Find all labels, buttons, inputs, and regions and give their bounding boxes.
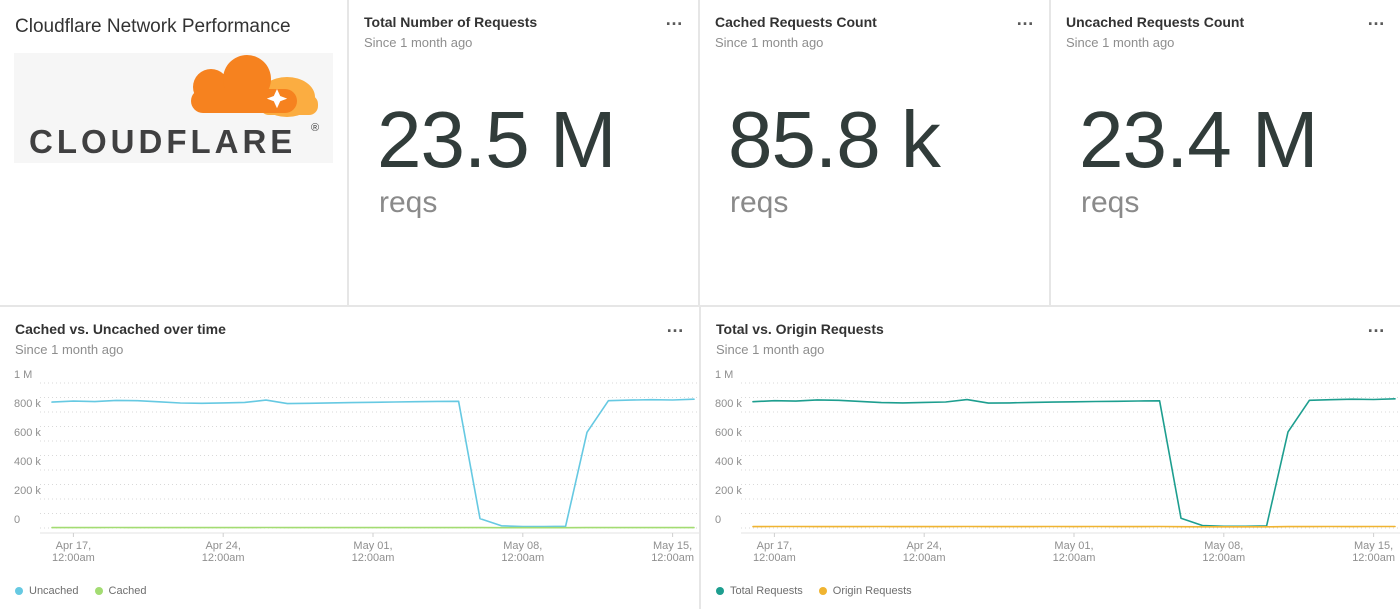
card-header: Cached vs. Uncached over time Since 1 mo… (0, 307, 699, 357)
legend-dot-icon (15, 587, 23, 595)
legend-dot-icon (818, 587, 827, 595)
chart-subtitle: Since 1 month ago (15, 341, 124, 357)
x-axis-label: Apr 24, 12:00am (903, 540, 946, 564)
chart-legend: Uncached Cached (15, 585, 146, 597)
title-card: Cloudflare Network Performance CLOUDFLAR… (0, 0, 347, 305)
cloudflare-logo-image: CLOUDFLARE ® (29, 55, 319, 160)
chart-title: Cached vs. Uncached over time (15, 321, 226, 337)
metric-unit: reqs (379, 185, 438, 219)
x-axis-label: May 01, 12:00am (1053, 540, 1096, 564)
legend-dot-icon (716, 587, 724, 595)
y-axis-label: 600 k (14, 427, 41, 439)
chart-canvas: 0 200 k 400 k 600 k 800 k 1 M Apr 17, 12:00am Ap… (14, 369, 699, 564)
chart-legend: Total Requests Origin Requests (716, 585, 912, 597)
legend-label: Origin Requests (832, 585, 912, 597)
bottom-row: Cached vs. Uncached over time Since 1 mo… (0, 307, 1400, 609)
x-axis-label: May 15, 12:00am (1352, 540, 1395, 564)
x-axis-label: Apr 24, 12:00am (202, 540, 245, 564)
registered-mark: ® (311, 122, 319, 134)
card-menu-icon[interactable]: … (1367, 316, 1386, 336)
legend-item-origin-requests[interactable]: Origin Requests (818, 585, 912, 597)
cloudflare-wordmark: CLOUDFLARE (29, 123, 296, 160)
series-line-total-requests[interactable] (752, 397, 1396, 528)
top-row: Cloudflare Network Performance CLOUDFLAR… (0, 0, 1400, 305)
chart-card-cached-vs-uncached: Cached vs. Uncached over time Since 1 mo… (0, 307, 699, 609)
card-title: Uncached Requests Count (1066, 14, 1245, 30)
y-axis-label: 1 M (14, 369, 32, 381)
card-menu-icon[interactable]: … (666, 316, 685, 336)
chart-canvas: 0 200 k 400 k 600 k 800 k 1 M Apr 17, 12:00am Ap… (715, 369, 1400, 564)
chart-plot-area: 0 200 k 400 k 600 k 800 k 1 M Apr 17, 12:00am Ap… (0, 365, 699, 565)
chart-title: Total vs. Origin Requests (716, 321, 884, 337)
cloudflare-logo: CLOUDFLARE ® (14, 53, 333, 163)
legend-label: Uncached (29, 585, 79, 597)
y-axis-label: 200 k (14, 485, 41, 497)
sparkle-icon (266, 89, 287, 109)
metric-unit: reqs (1081, 185, 1140, 219)
metric-unit: reqs (730, 185, 789, 219)
series-line-uncached[interactable] (51, 398, 695, 528)
x-axis-label: May 08, 12:00am (501, 540, 544, 564)
card-header: Cached Requests Count Since 1 month ago (700, 0, 1049, 50)
y-axis-label: 400 k (715, 456, 742, 468)
y-axis-label: 1 M (715, 369, 733, 381)
y-axis-label: 0 (715, 514, 721, 526)
card-header: Total Number of Requests Since 1 month a… (349, 0, 698, 50)
legend-dot-icon (94, 587, 103, 595)
chart-subtitle: Since 1 month ago (716, 341, 825, 357)
legend-item-total-requests[interactable]: Total Requests (716, 585, 803, 597)
chart-plot-area: 0 200 k 400 k 600 k 800 k 1 M Apr 17, 12:00am Ap… (701, 365, 1400, 565)
legend-item-cached[interactable]: Cached (94, 585, 147, 597)
card-header: Total vs. Origin Requests Since 1 month … (701, 307, 1400, 357)
metric-card-uncached-requests: Uncached Requests Count Since 1 month ag… (1051, 0, 1400, 305)
y-axis-label: 800 k (715, 398, 742, 410)
chart-card-total-vs-origin: Total vs. Origin Requests Since 1 month … (701, 307, 1400, 609)
x-axis-label: May 08, 12:00am (1202, 540, 1245, 564)
card-menu-icon[interactable]: … (1016, 9, 1035, 29)
metric-value: 23.4 M (1079, 94, 1319, 184)
dashboard-title: Cloudflare Network Performance (15, 16, 291, 37)
legend-label: Total Requests (730, 585, 803, 597)
metric-card-total-requests: Total Number of Requests Since 1 month a… (349, 0, 698, 305)
card-subtitle: Since 1 month ago (715, 34, 824, 50)
cloudflare-cloud-icon (190, 55, 318, 117)
x-axis-label: Apr 17, 12:00am (52, 540, 95, 564)
card-title: Cached Requests Count (715, 14, 877, 30)
card-subtitle: Since 1 month ago (1066, 34, 1175, 50)
metric-value: 23.5 M (377, 94, 617, 184)
y-axis-label: 0 (14, 514, 20, 526)
metric-card-cached-requests: Cached Requests Count Since 1 month ago … (700, 0, 1049, 305)
metric-value: 85.8 k (728, 94, 941, 184)
x-axis-label: Apr 17, 12:00am (753, 540, 796, 564)
card-title: Total Number of Requests (364, 14, 538, 30)
y-axis-label: 800 k (14, 398, 41, 410)
y-axis-label: 400 k (14, 456, 41, 468)
card-subtitle: Since 1 month ago (364, 34, 473, 50)
legend-label: Cached (108, 585, 147, 597)
legend-item-uncached[interactable]: Uncached (15, 585, 79, 597)
card-menu-icon[interactable]: … (665, 9, 684, 29)
card-header: Uncached Requests Count Since 1 month ag… (1051, 0, 1400, 50)
card-menu-icon[interactable]: … (1367, 9, 1386, 29)
x-axis-label: May 01, 12:00am (352, 540, 395, 564)
y-axis-label: 600 k (715, 427, 742, 439)
x-axis-label: May 15, 12:00am (651, 540, 694, 564)
y-axis-label: 200 k (715, 485, 742, 497)
